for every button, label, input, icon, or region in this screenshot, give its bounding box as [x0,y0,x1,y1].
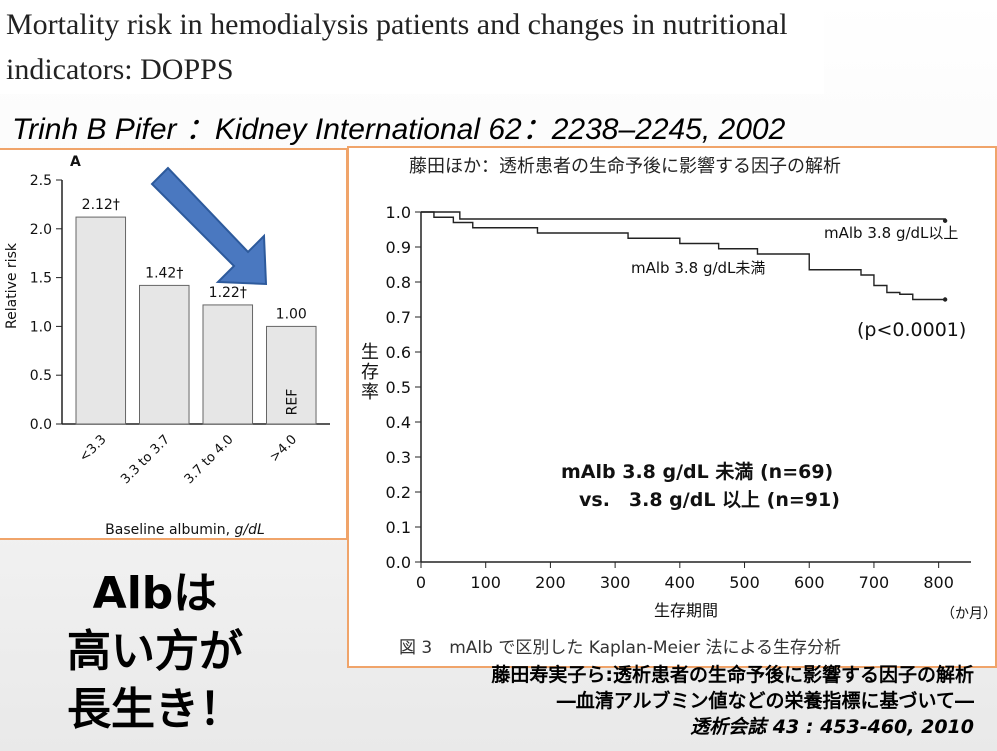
km-chart-title: 藤田ほか：透析患者の生命予後に影響する因子の解析 [409,156,841,177]
group-count-high: vs. 3.8 g/dL 以上 (n=91) [579,489,840,511]
km-chart: 藤田ほか：透析患者の生命予後に影響する因子の解析 0.0 0.1 0.2 0.3 0.4… [361,156,997,658]
bar-value-label: 1.42† [145,265,183,281]
km-ylabel-char: 生 [361,342,379,363]
x-axis-label: Baseline albumin, g/dL [105,522,265,538]
km-line [421,211,946,301]
km-series [421,211,948,302]
km-y-tick-label: 0.0 [386,553,411,572]
reference-journal: 透析会誌 43 : 453-460, 2010 [690,716,974,738]
km-xunit: （か月） [941,606,995,622]
panel-letter: A [70,154,81,170]
km-y-tick-label: 0.9 [386,238,411,257]
km-y-tick-label: 0.6 [386,343,411,362]
y-tick-label: 2.5 [30,173,52,189]
km-series-label-low: mAlb 3.8 g/dL未満 [631,259,765,277]
down-right-arrow [150,166,268,286]
arrow-graphic [150,166,268,286]
slogan-line: Albは [92,568,218,619]
y-tick-label: 0.5 [30,368,52,384]
km-x-tick-label: 200 [535,573,566,592]
km-chart-panel: 藤田ほか：透析患者の生命予後に影響する因子の解析 0.0 0.1 0.2 0.3 0.4… [347,146,997,668]
reference-line: 藤田寿実子ら:透析患者の生命予後に影響する因子の解析 [491,664,974,686]
bar-value-label: 2.12† [82,197,120,213]
km-y-tick-label: 0.5 [386,378,411,397]
x-axis-label-text: Baseline albumin, [105,522,234,538]
km-ylabel-char: 率 [361,382,379,403]
bar-chart: A 0.0 0.5 1.0 1.5 2.0 2.5 <3.3 3.3 to 3.7 3.7 to… [4,154,330,538]
km-x-tick-label: 0 [416,573,426,592]
km-line-end-point [942,218,948,223]
x-tick-label: >4.0 [267,432,300,465]
km-y-tick-label: 0.3 [386,448,411,467]
km-axes: 0.0 0.1 0.2 0.3 0.4 0.5 0.6 0.7 0.8 0.9 1.0 0 100 200… [386,203,971,592]
y-axis-label: Relative risk [4,242,20,329]
bar [139,284,190,425]
slogan-line: 高い方が [67,626,243,677]
slide-title: Mortality risk in hemodialysis patients … [6,8,788,86]
km-x-tick-label: 700 [859,573,890,592]
citation: Trinh B Pifer ：Kidney International 62：2… [12,113,786,146]
km-x-tick-label: 600 [794,573,825,592]
km-line-end-point [942,297,948,302]
km-ylabel: 生存率 [361,342,379,403]
y-tick-label: 1.0 [30,319,52,335]
group-count-low: mAlb 3.8 g/dL 未満 (n=69) [561,460,833,483]
km-y-tick-label: 0.8 [386,273,411,292]
km-xlabel: 生存期間 [654,601,718,620]
km-ylabel-char: 存 [361,362,379,383]
bar-value-label: 1.00 [276,306,307,322]
x-axis-label-unit: g/dL [235,522,265,538]
slogan: Albは 高い方が 長生き！ [55,565,255,739]
title-background [0,0,824,94]
bar [75,216,127,425]
km-y-tick-label: 0.7 [386,308,411,327]
slogan-line: 長生き！ [67,684,243,735]
x-tick-label: 3.3 to 3.7 [118,432,173,487]
bar-value-label: 1.22† [209,285,247,301]
km-y-tick-label: 0.1 [386,518,411,537]
x-tick-label: 3.7 to 4.0 [182,432,237,487]
km-y-tick-label: 0.2 [386,483,411,502]
km-y-tick-label: 1.0 [386,203,411,222]
y-tick-label: 0.0 [30,417,52,433]
p-value: (p<0.0001) [857,319,966,341]
km-x-tick-label: 100 [470,573,501,592]
km-x-tick-label: 800 [923,573,954,592]
km-x-tick-label: 500 [729,573,760,592]
km-line [421,211,946,221]
km-x-tick-label: 400 [665,573,696,592]
km-x-tick-label: 300 [600,573,631,592]
y-tick-label: 2.0 [30,222,52,238]
x-tick-label: <3.3 [77,432,110,465]
km-series-label-high: mAlb 3.8 g/dL以上 [824,224,958,242]
bar-chart-panel: A 0.0 0.5 1.0 1.5 2.0 2.5 <3.3 3.3 to 3.7 3.7 to… [0,148,348,540]
ref-label: REF [284,389,300,416]
bar-series: 2.12† 1.42† 1.22† 1.00 REF [75,197,317,425]
bar [266,325,317,425]
km-caption: 図 3 mAlb で区別した Kaplan-Meier 法による生存分析 [399,638,841,658]
reference: 藤田寿実子ら:透析患者の生命予後に影響する因子の解析 ―血清アルブミン値などの栄… [340,662,974,740]
km-y-tick-label: 0.4 [386,413,411,432]
bar [202,304,254,425]
reference-line: ―血清アルブミン値などの栄養指標に基づいて― [556,690,974,712]
y-tick-label: 1.5 [30,271,52,287]
